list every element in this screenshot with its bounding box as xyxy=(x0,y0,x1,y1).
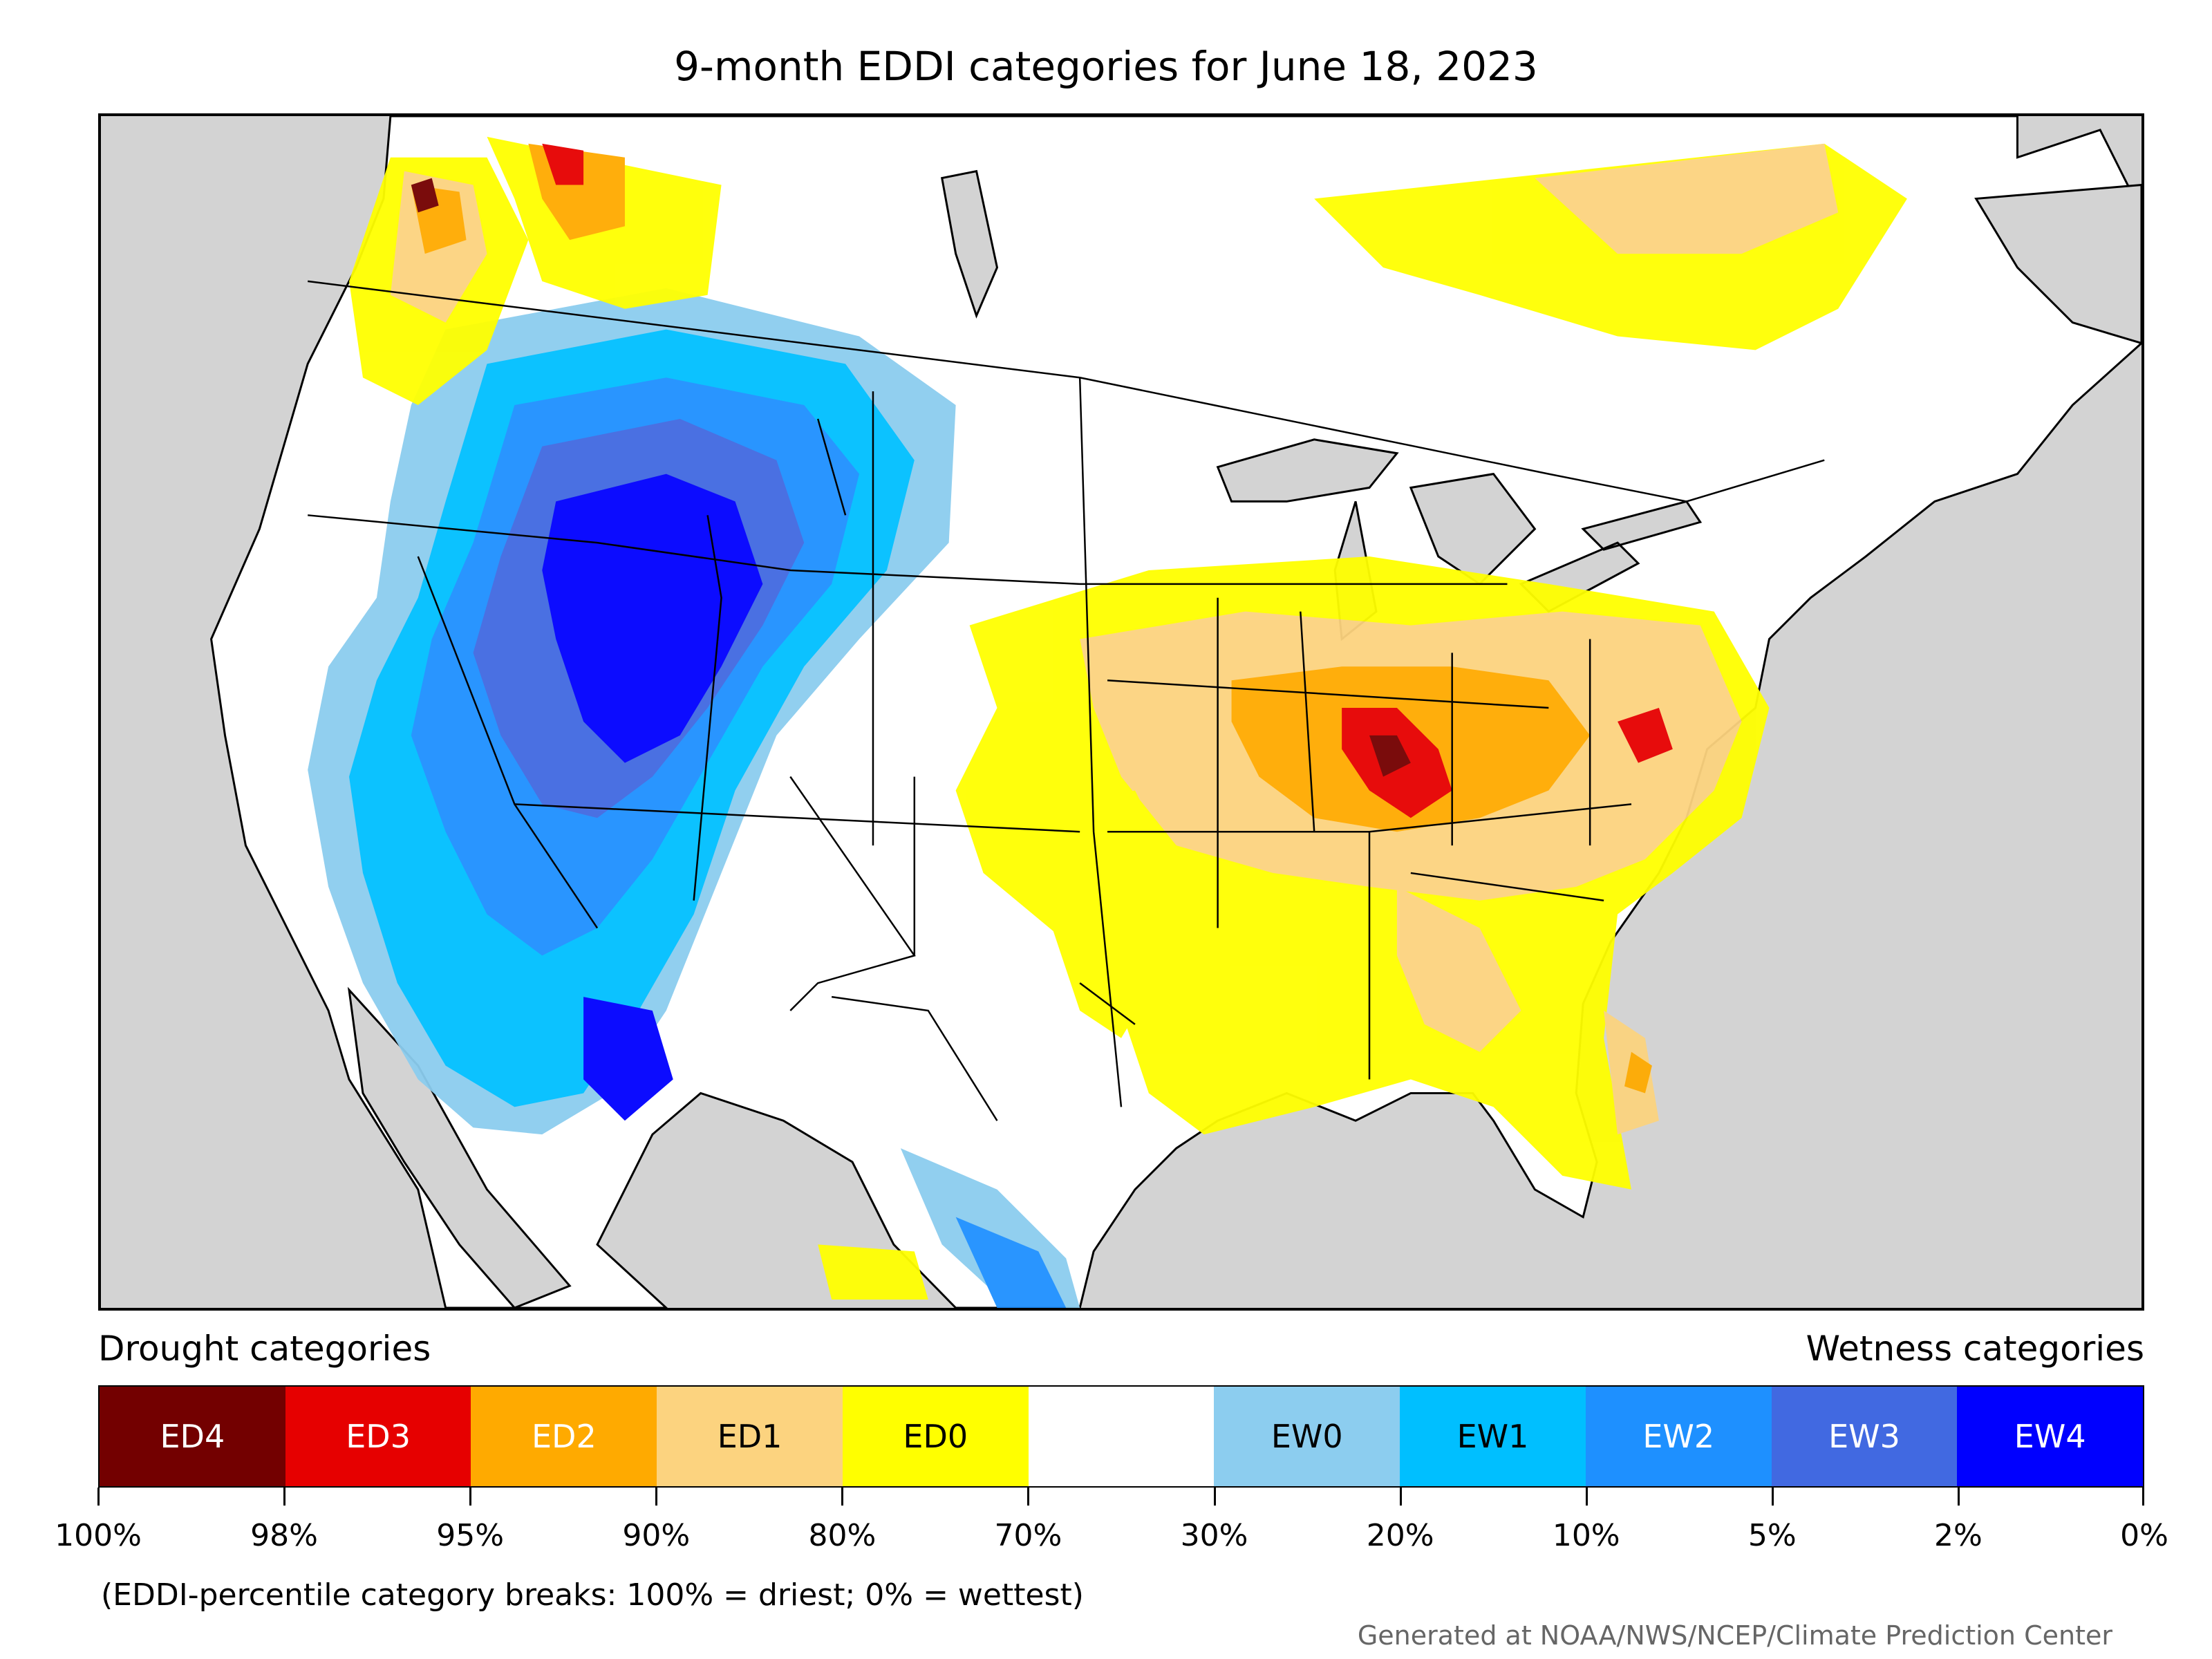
colorbar-tick-label: 100% xyxy=(55,1518,142,1553)
colorbar-segment: ED2 xyxy=(471,1387,657,1486)
wetness-regions xyxy=(308,288,1080,1308)
colorbar-segment: EW0 xyxy=(1214,1387,1400,1486)
colorbar-tick xyxy=(655,1488,658,1506)
colorbar-segment: EW1 xyxy=(1400,1387,1586,1486)
colorbar-segment: ED3 xyxy=(285,1387,471,1486)
colorbar-segment: EW2 xyxy=(1585,1387,1772,1486)
colorbar-tick-label: 0% xyxy=(2120,1518,2168,1553)
gulf-of-california xyxy=(347,986,572,1308)
political-boundaries xyxy=(308,280,1825,1121)
colorbar-ticks xyxy=(97,1488,2144,1515)
colorbar-tick-label: 20% xyxy=(1366,1518,1434,1553)
colorbar-tick xyxy=(1957,1488,1960,1506)
colorbar-segment xyxy=(1028,1387,1215,1486)
colorbar-segment: ED0 xyxy=(842,1387,1029,1486)
drought-regions xyxy=(349,136,1907,1300)
colorbar-tick-label: 5% xyxy=(1747,1518,1797,1553)
colorbar-tick-label: 98% xyxy=(250,1518,318,1553)
colorbar-tick xyxy=(2142,1488,2144,1506)
colorbar-tick-label: 10% xyxy=(1552,1518,1620,1553)
colorbar-tick xyxy=(1213,1488,1216,1506)
colorbar-tick xyxy=(1585,1488,1588,1506)
map-canvas xyxy=(101,116,2141,1308)
colorbar-tick-label: 70% xyxy=(994,1518,1062,1553)
category-break-note: (EDDI-percentile category breaks: 100% =… xyxy=(101,1577,1084,1613)
colorbar-tick-label: 2% xyxy=(1934,1518,1983,1553)
colorbar-tick xyxy=(1399,1488,1402,1506)
lake-winnipeg xyxy=(940,169,999,319)
colorbar-tick xyxy=(1771,1488,1774,1506)
wetness-categories-label: Wetness categories xyxy=(1806,1329,2144,1369)
colorbar-tick xyxy=(283,1488,286,1506)
colorbar-segment: ED4 xyxy=(100,1387,285,1486)
colorbar-tick-label: 80% xyxy=(808,1518,877,1553)
gulf-of-st-lawrence xyxy=(1974,184,2141,345)
credit-text: Generated at NOAA/NWS/NCEP/Climate Predi… xyxy=(1357,1620,2112,1651)
colorbar-tick xyxy=(469,1488,472,1506)
category-colorbar: ED4 ED3 ED2 ED1 ED0 EW0 EW1 EW2 EW3 EW4 xyxy=(98,1385,2144,1488)
colorbar-tick xyxy=(97,1488,100,1506)
colorbar-tick-label: 90% xyxy=(622,1518,691,1553)
colorbar-segment: EW3 xyxy=(1771,1387,1958,1486)
drought-categories-label: Drought categories xyxy=(98,1329,431,1369)
eddi-map xyxy=(98,113,2144,1311)
colorbar-tick-label: 95% xyxy=(436,1518,505,1553)
colorbar-segment: EW4 xyxy=(1957,1387,2144,1486)
colorbar-tick xyxy=(1027,1488,1030,1506)
map-title: 9-month EDDI categories for June 18, 202… xyxy=(674,43,1538,90)
colorbar-tick-label: 30% xyxy=(1180,1518,1248,1553)
colorbar-tick xyxy=(841,1488,844,1506)
colorbar-segment: ED1 xyxy=(657,1387,843,1486)
